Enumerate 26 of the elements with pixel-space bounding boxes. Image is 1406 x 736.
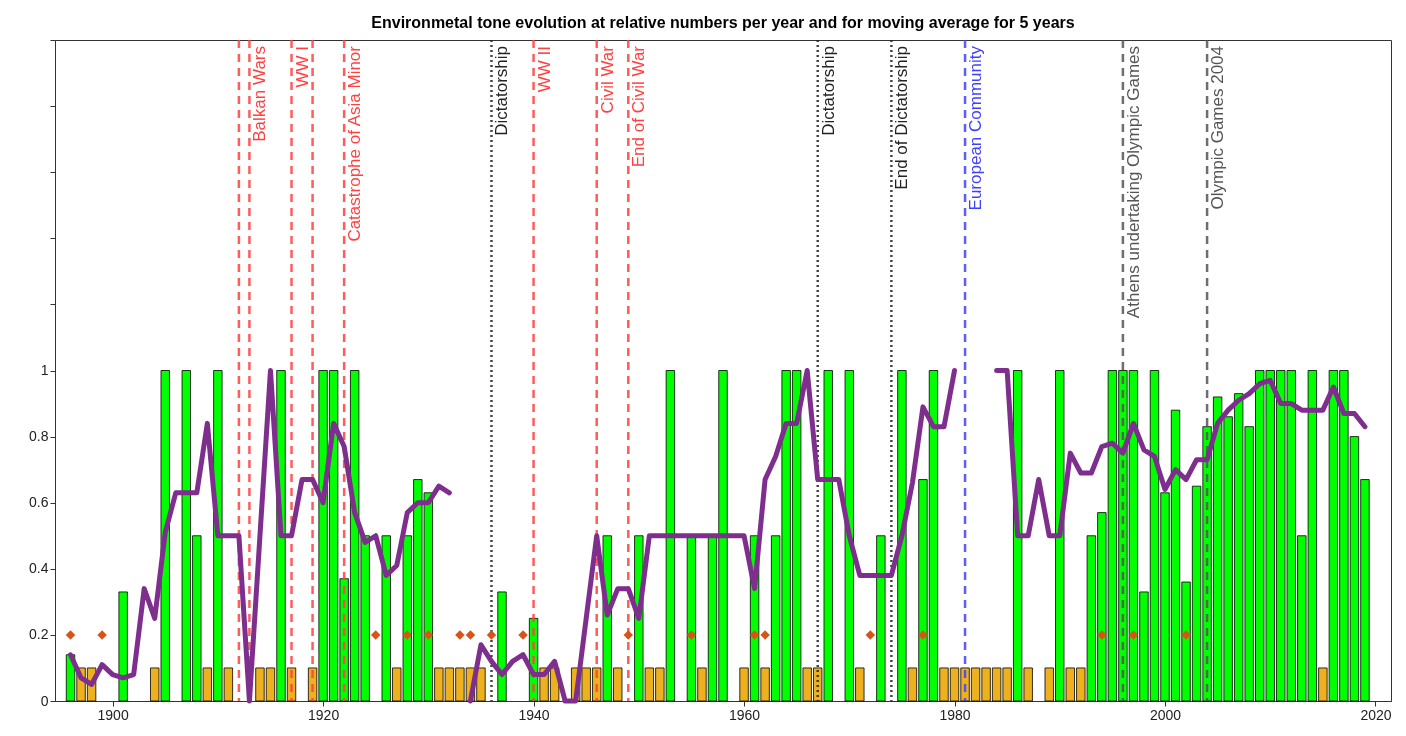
ref-line-label: European Community xyxy=(966,45,986,211)
y-tick-label: 0.2 xyxy=(29,626,49,643)
chart-title: Environmetal tone evolution at relative numbers per year and for moving average for 5 years xyxy=(371,13,1075,31)
ref-line-label: Balkan Wars xyxy=(250,46,270,142)
y-tick-label: 0 xyxy=(40,692,49,709)
ref-line-label: Catastrophe of Asia Minor xyxy=(345,45,365,242)
ref-line-label: Olympic Games 2004 xyxy=(1208,46,1228,210)
x-tick-label: 1900 xyxy=(97,706,129,723)
x-tick-label: 1960 xyxy=(728,706,761,723)
ref-line-label: Civil War xyxy=(597,45,617,114)
ref-line-label: Dictatorship xyxy=(492,46,512,136)
x-tick-label: 1980 xyxy=(939,706,971,723)
y-tick-label: 0.6 xyxy=(29,494,49,511)
y-tick-label: 1 xyxy=(40,362,49,378)
y-tick-label: 0.4 xyxy=(29,560,49,577)
ref-line-label: Dictatorship xyxy=(818,46,838,136)
x-tick-label: 2000 xyxy=(1149,706,1182,723)
ref-line-label: End of Dictatorship xyxy=(892,46,912,190)
ref-line-label: Athens undertaking Olympic Games xyxy=(1123,46,1143,319)
ref-line-label: WW II xyxy=(534,46,554,93)
x-tick-label: 2020 xyxy=(1360,706,1392,723)
ref-line-label: End of Civil War xyxy=(629,45,649,168)
x-tick-label: 1940 xyxy=(518,706,550,723)
y-tick-label: 0.8 xyxy=(29,428,49,445)
ref-line-label: WW I xyxy=(292,46,312,88)
x-tick-label: 1920 xyxy=(308,706,340,723)
